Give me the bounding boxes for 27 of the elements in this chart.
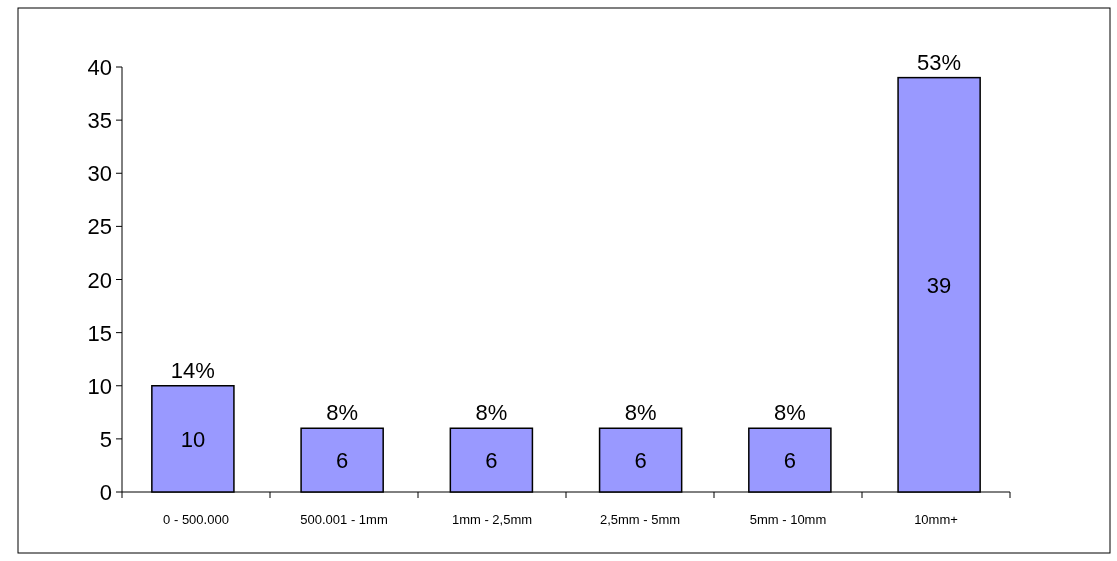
data-label: 6 [783,448,796,474]
annotation: 8% [475,400,508,426]
data-label: 6 [634,448,647,474]
annotation: 8% [773,400,806,426]
data-label: 6 [336,448,349,474]
y-tick-label: 20 [87,267,112,293]
data-label: 6 [485,448,498,474]
y-tick-label: 0 [99,480,112,505]
x-tick-label: 5mm - 10mm [749,512,827,527]
x-tick-label: 1mm - 2,5mm [451,512,533,527]
y-tick-label: 35 [87,108,112,134]
annotation: 14% [170,357,215,383]
data-label: 10 [180,426,206,452]
x-tick-label: 0 - 500.000 [163,512,229,527]
y-tick-label: 10 [87,373,112,399]
annotation: 8% [624,400,657,426]
annotation: 53% [917,49,962,75]
x-tick-label: 2,5mm - 5mm [599,512,681,527]
data-label: 39 [926,272,952,298]
x-tick-label: 10mm+ [914,512,958,527]
x-tick-label: 500.001 - 1mm [300,512,388,527]
y-tick-label: 40 [87,55,112,80]
annotation: 8% [326,400,359,426]
y-tick-label: 25 [87,214,112,240]
y-tick-label: 30 [87,161,112,187]
y-tick-label: 5 [99,426,112,452]
y-tick-label: 15 [87,320,112,346]
